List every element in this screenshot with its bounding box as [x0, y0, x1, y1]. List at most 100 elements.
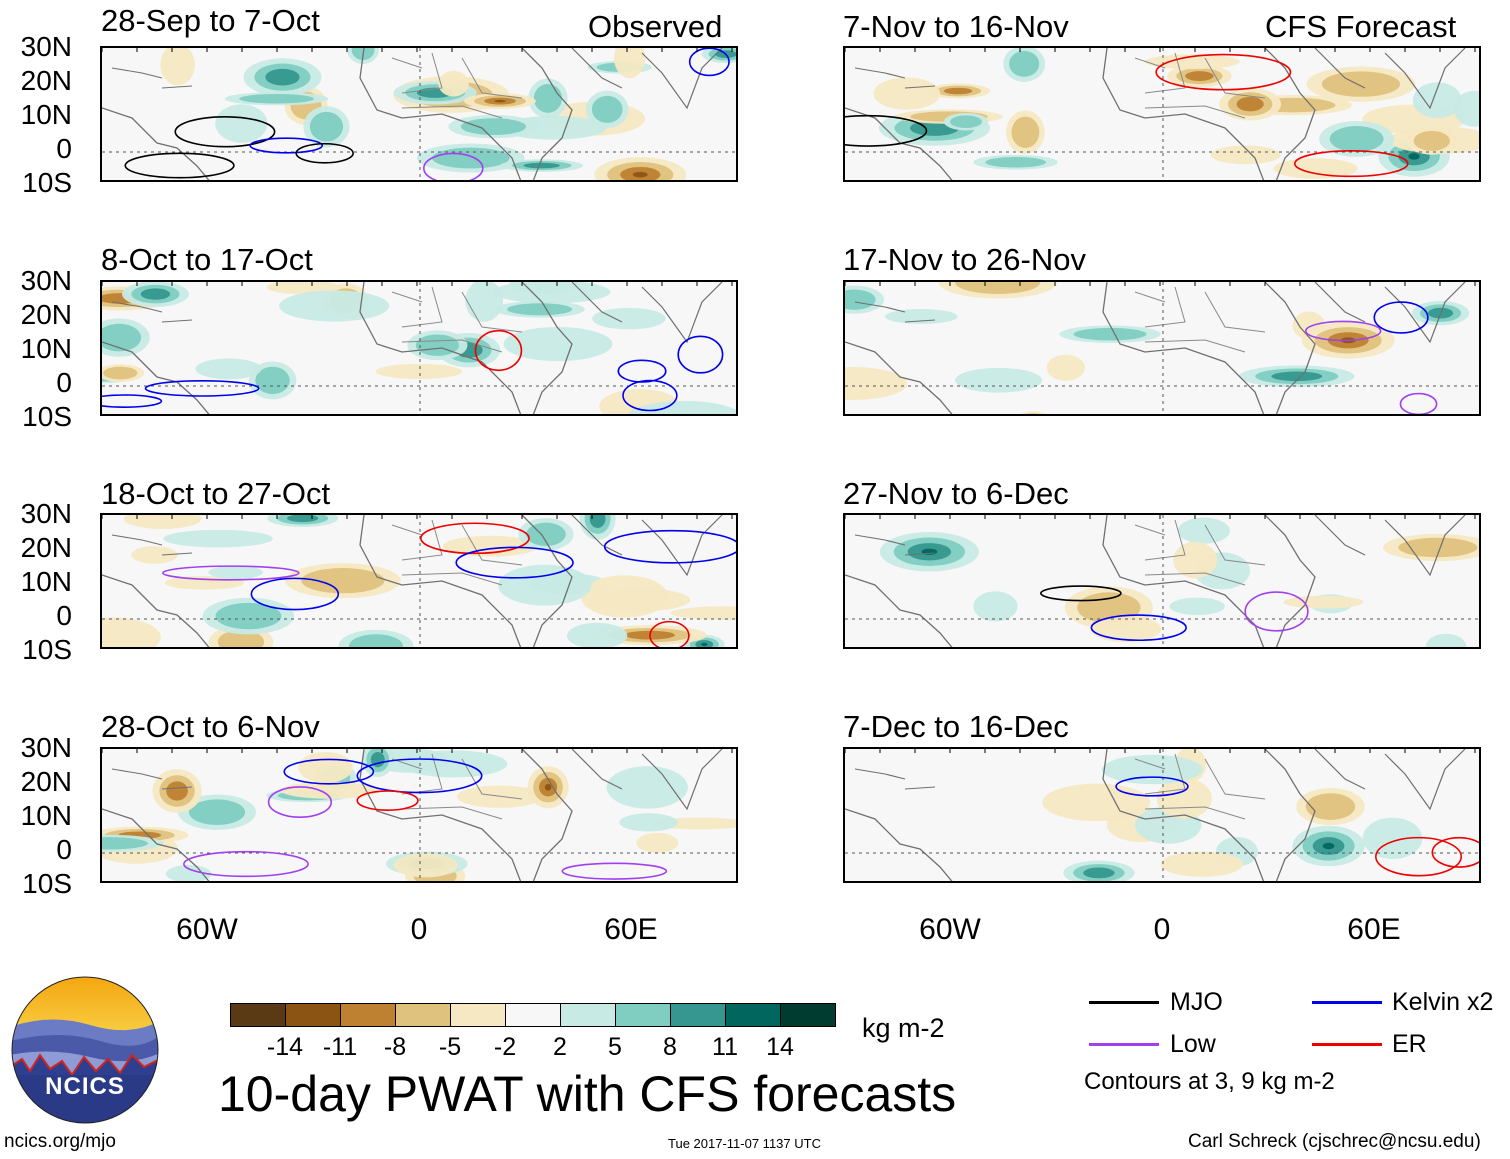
- country-borders: [391, 753, 523, 820]
- panel-title-right-3: 27-Nov to 6-Dec: [843, 476, 1069, 511]
- colorbar-swatch: [450, 1003, 506, 1027]
- coastline-caribbean: [111, 67, 193, 89]
- coastline-americas: [102, 107, 210, 180]
- anomaly-blob: [460, 118, 527, 135]
- anomaly-blob: [160, 48, 195, 86]
- coastline-africa-west: [1102, 282, 1265, 414]
- anomaly-blob: [1408, 153, 1420, 160]
- anomaly-blob: [589, 515, 606, 529]
- anomaly-blob: [1156, 778, 1212, 819]
- y-label-row2-1: 20N: [20, 299, 72, 330]
- anomaly-blob: [955, 282, 1041, 294]
- contour-line: [283, 758, 375, 785]
- coastline-caribbean: [854, 67, 936, 89]
- y-label-row2-4: 10S: [22, 401, 72, 432]
- contour-line: [474, 329, 523, 372]
- colorbar-swatch: [230, 1003, 286, 1027]
- contour-line: [249, 137, 324, 154]
- footer-credit: Carl Schreck (cjschrec@ncsu.edu): [1188, 1131, 1481, 1152]
- coastline-caribbean: [111, 301, 193, 323]
- country-borders: [1134, 753, 1266, 820]
- colorbar-tick-label: 2: [553, 1033, 567, 1061]
- colorbar-tick-label: -5: [438, 1033, 462, 1061]
- panel-title-right-2: 17-Nov to 26-Nov: [843, 242, 1086, 277]
- anomaly-blob: [1173, 541, 1218, 579]
- coastline-africa-east: [521, 515, 573, 647]
- anomaly-blob: [1090, 615, 1162, 643]
- contour-line: [267, 786, 333, 818]
- footer-url[interactable]: ncics.org/mjo: [4, 1131, 116, 1152]
- contour-line: [295, 142, 354, 164]
- y-label-row4-3: 0: [56, 834, 72, 865]
- coastline-africa-west: [359, 282, 522, 414]
- country-borders: [1134, 52, 1266, 119]
- anomaly-blob: [1102, 754, 1203, 785]
- anomaly-blob: [1020, 411, 1046, 414]
- footer-timestamp: Tue 2017-11-07 1137 UTC: [668, 1136, 821, 1151]
- anomaly-blob: [580, 575, 669, 618]
- coastline-africa-east: [1264, 515, 1316, 647]
- y-label-row4-4: 10S: [22, 868, 72, 899]
- colorbar-units: kg m-2: [862, 1013, 945, 1043]
- coastline-americas: [102, 341, 210, 414]
- anomaly-blob: [873, 77, 941, 110]
- anomaly-blob: [955, 367, 1043, 393]
- anomaly-blob: [1362, 817, 1423, 860]
- colorbar-swatch: [670, 1003, 726, 1027]
- y-label-row1-4: 10S: [22, 167, 72, 198]
- contour-line: [250, 577, 340, 611]
- contour-line: [420, 522, 530, 555]
- colorbar-swatch: [615, 1003, 671, 1027]
- anomaly-blob: [1329, 126, 1384, 152]
- anomaly-blob: [432, 147, 510, 169]
- panel-title-left-1: 28-Sep to 7-Oct: [101, 3, 320, 38]
- anomaly-blob: [1027, 413, 1040, 414]
- anomaly-blob: [163, 529, 273, 548]
- coastline-arabia-india: [1314, 515, 1466, 577]
- x-label-left-60w: 60W: [176, 913, 238, 946]
- panel-title-left-2: 8-Oct to 17-Oct: [101, 242, 313, 277]
- contour-line: [1293, 150, 1409, 178]
- coastline-americas: [845, 574, 953, 647]
- colorbar-swatch: [285, 1003, 341, 1027]
- anomaly-blob: [845, 289, 876, 310]
- ncics-logo: NCICS: [10, 975, 160, 1125]
- map-panel-right-4: [843, 747, 1481, 883]
- anomaly-blob: [845, 367, 908, 400]
- map-panel-right-1: [843, 46, 1481, 182]
- coastline-americas: [102, 574, 210, 647]
- anomaly-blob: [566, 622, 628, 647]
- anomaly-blob: [239, 94, 314, 104]
- anomaly-blob: [280, 781, 380, 799]
- contour-line: [124, 152, 235, 179]
- y-label-row1-0: 30N: [20, 31, 72, 62]
- anomaly-blob: [1160, 851, 1244, 877]
- colorbar-tick-label: -14: [266, 1033, 304, 1061]
- anomaly-blob: [1144, 54, 1240, 70]
- anomaly-blob: [985, 156, 1046, 168]
- anomaly-blob: [438, 70, 469, 97]
- anomaly-blob: [949, 115, 982, 129]
- anomaly-blob: [1046, 354, 1085, 381]
- colorbar-swatch: [505, 1003, 561, 1027]
- legend-low-label: Low: [1170, 1030, 1216, 1058]
- anomaly-blob: [255, 366, 290, 395]
- anomaly-blob: [465, 282, 504, 322]
- colorbar-swatch: [560, 1003, 616, 1027]
- anomaly-blob: [606, 766, 688, 809]
- country-borders: [391, 52, 523, 119]
- coastline-arabia-india: [571, 282, 723, 344]
- anomaly-blob: [1283, 595, 1364, 609]
- country-borders: [1134, 519, 1266, 586]
- coastline-arabia-india: [1314, 749, 1466, 811]
- anomaly-blob: [298, 751, 354, 783]
- y-label-row3-2: 10N: [20, 566, 72, 597]
- legend-mjo-label: MJO: [1170, 988, 1223, 1016]
- contour-line: [144, 379, 260, 397]
- y-label-row1-1: 20N: [20, 65, 72, 96]
- anomaly-blob: [1011, 116, 1040, 148]
- legend-er-line: [1312, 1043, 1382, 1046]
- coastline-americas: [845, 808, 953, 881]
- anomaly-blob: [509, 282, 579, 294]
- anomaly-blob: [632, 171, 648, 178]
